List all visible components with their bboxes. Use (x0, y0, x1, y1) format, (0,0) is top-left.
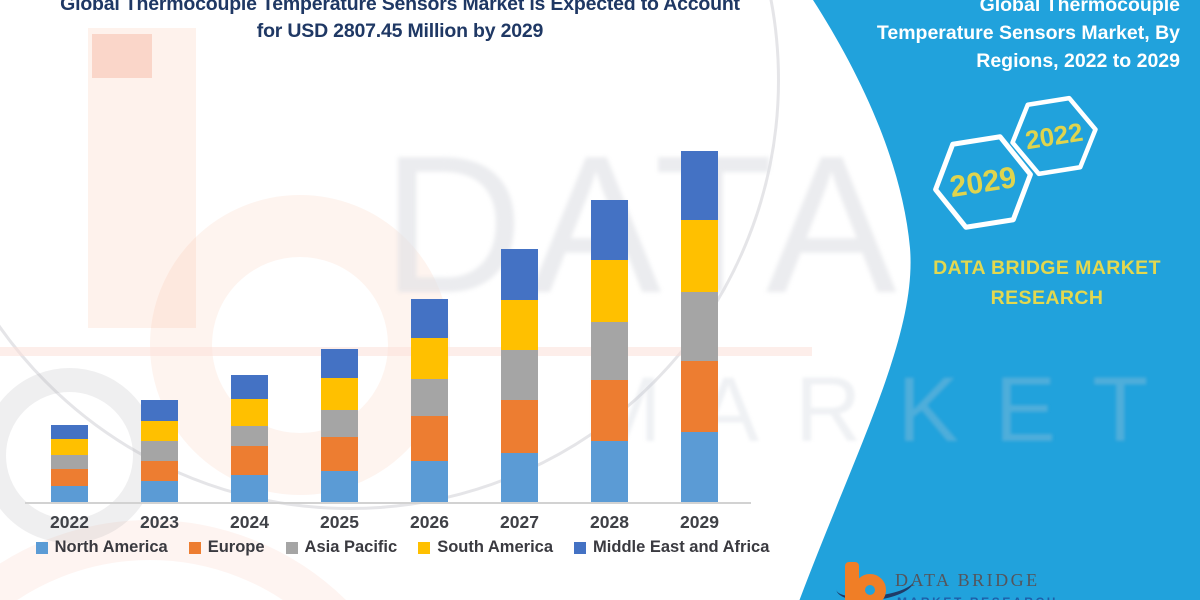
bar-segment-europe (141, 460, 178, 481)
x-axis-line (25, 502, 751, 504)
chart-headline: Global Thermocouple Temperature Sensors … (10, 0, 790, 45)
legend-label-asia-pacific: Asia Pacific (304, 538, 398, 556)
bar-segment-middle-east-and-africa (51, 424, 88, 440)
bar-segment-asia-pacific (231, 426, 268, 447)
logo-subtext: MARKET RESEARCH (897, 595, 1058, 600)
bar-segment-south-america (231, 399, 268, 427)
sidebar-brand-text: DATA BRIDGE MARKET RESEARCH (927, 253, 1167, 313)
logo-b-bowl-icon (854, 574, 886, 600)
bar-segment-south-america (591, 260, 628, 322)
sidebar-title-line1: Global Thermocouple (979, 0, 1180, 16)
hexagon-2029: 2029 (933, 134, 1033, 230)
bar-segment-europe (411, 416, 448, 461)
bar-segment-europe (321, 437, 358, 471)
bar-segment-north-america (141, 480, 178, 502)
bar-segment-south-america (681, 219, 718, 293)
sidebar-title-line3: Regions, 2022 to 2029 (976, 50, 1180, 72)
bar-segment-asia-pacific (321, 410, 358, 438)
bar-segment-north-america (501, 452, 538, 502)
bar-segment-middle-east-and-africa (141, 400, 178, 422)
bar-2025 (321, 348, 358, 502)
bar-segment-north-america (321, 470, 358, 502)
x-axis-label-2022: 2022 (50, 512, 89, 532)
x-axis-label-2024: 2024 (230, 512, 269, 532)
sidebar-title: Global Thermocouple Temperature Sensors … (800, 0, 1180, 75)
bar-2023 (141, 400, 178, 502)
bar-segment-north-america (591, 440, 628, 502)
bar-2029 (681, 151, 718, 502)
bar-segment-europe (501, 400, 538, 453)
x-axis-label-2028: 2028 (590, 512, 629, 532)
legend-item-south-america: South America (418, 538, 553, 557)
x-axis-label-2023: 2023 (140, 512, 179, 532)
bar-2027 (501, 248, 538, 502)
legend-label-south-america: South America (437, 538, 554, 556)
bar-segment-south-america (411, 338, 448, 379)
bar-segment-middle-east-and-africa (321, 348, 358, 378)
bar-segment-north-america (51, 486, 88, 502)
bar-segment-asia-pacific (141, 441, 178, 461)
legend-swatch-south-america (418, 541, 431, 554)
bar-segment-asia-pacific (591, 321, 628, 380)
bar-2024 (231, 374, 268, 502)
legend-item-middle-east-and-africa: Middle East and Africa (574, 538, 769, 557)
legend-item-europe: Europe (188, 538, 265, 557)
bar-segment-north-america (681, 432, 718, 502)
legend-swatch-north-america (35, 541, 48, 554)
x-axis-label-2029: 2029 (680, 512, 719, 532)
bar-segment-south-america (321, 377, 358, 411)
bar-segment-asia-pacific (501, 349, 538, 401)
bar-segment-europe (51, 469, 88, 487)
chart-headline-line2: for USD 2807.45 Million by 2029 (256, 20, 544, 42)
year-hexagons: 2029 2022 (933, 95, 1098, 230)
legend-swatch-europe (188, 541, 201, 554)
x-axis-label-2026: 2026 (410, 512, 449, 532)
bar-segment-north-america (231, 474, 268, 502)
svg-text:2022: 2022 (1023, 117, 1085, 156)
bar-segment-middle-east-and-africa (411, 299, 448, 339)
sidebar-title-line2: Temperature Sensors Market, By (876, 22, 1180, 44)
bar-segment-europe (681, 360, 718, 433)
x-axis-label-2025: 2025 (320, 512, 359, 532)
bar-segment-europe (591, 380, 628, 441)
logo-wordmark: DATA BRIDGE (895, 570, 1040, 590)
legend-swatch-asia-pacific (285, 541, 298, 554)
chart-headline-line1: Global Thermocouple Temperature Sensors … (60, 0, 740, 15)
chart-legend: North America Europe Asia Pacific South Ame… (30, 538, 775, 557)
legend-item-asia-pacific: Asia Pacific (285, 538, 398, 557)
bar-segment-middle-east-and-africa (231, 374, 268, 400)
bar-segment-asia-pacific (681, 292, 718, 361)
legend-label-middle-east-and-africa: Middle East and Africa (593, 538, 770, 556)
bar-segment-europe (231, 446, 268, 475)
bar-segment-middle-east-and-africa (591, 199, 628, 260)
legend-item-north-america: North America (35, 538, 168, 557)
bar-segment-south-america (501, 300, 538, 350)
legend-label-europe: Europe (207, 538, 265, 556)
sidebar-brand-line1: DATA BRIDGE MARKET (933, 257, 1161, 279)
bar-segment-south-america (51, 439, 88, 455)
bar-segment-asia-pacific (51, 454, 88, 470)
svg-text:2029: 2029 (948, 161, 1019, 204)
bar-segment-south-america (141, 421, 178, 442)
bar-segment-middle-east-and-africa (501, 248, 538, 301)
bar-2022 (51, 424, 88, 502)
legend-swatch-middle-east-and-africa (574, 541, 587, 554)
sidebar-brand-line2: RESEARCH (990, 287, 1104, 309)
bar-2028 (591, 199, 628, 502)
bar-segment-middle-east-and-africa (681, 151, 718, 220)
legend-label-north-america: North America (54, 538, 168, 556)
bar-segment-north-america (411, 460, 448, 502)
x-axis-label-2027: 2027 (500, 512, 539, 532)
bar-2026 (411, 299, 448, 502)
databridge-logo: DATA BRIDGE MARKET RESEARCH (834, 554, 1140, 600)
bar-segment-asia-pacific (411, 378, 448, 417)
